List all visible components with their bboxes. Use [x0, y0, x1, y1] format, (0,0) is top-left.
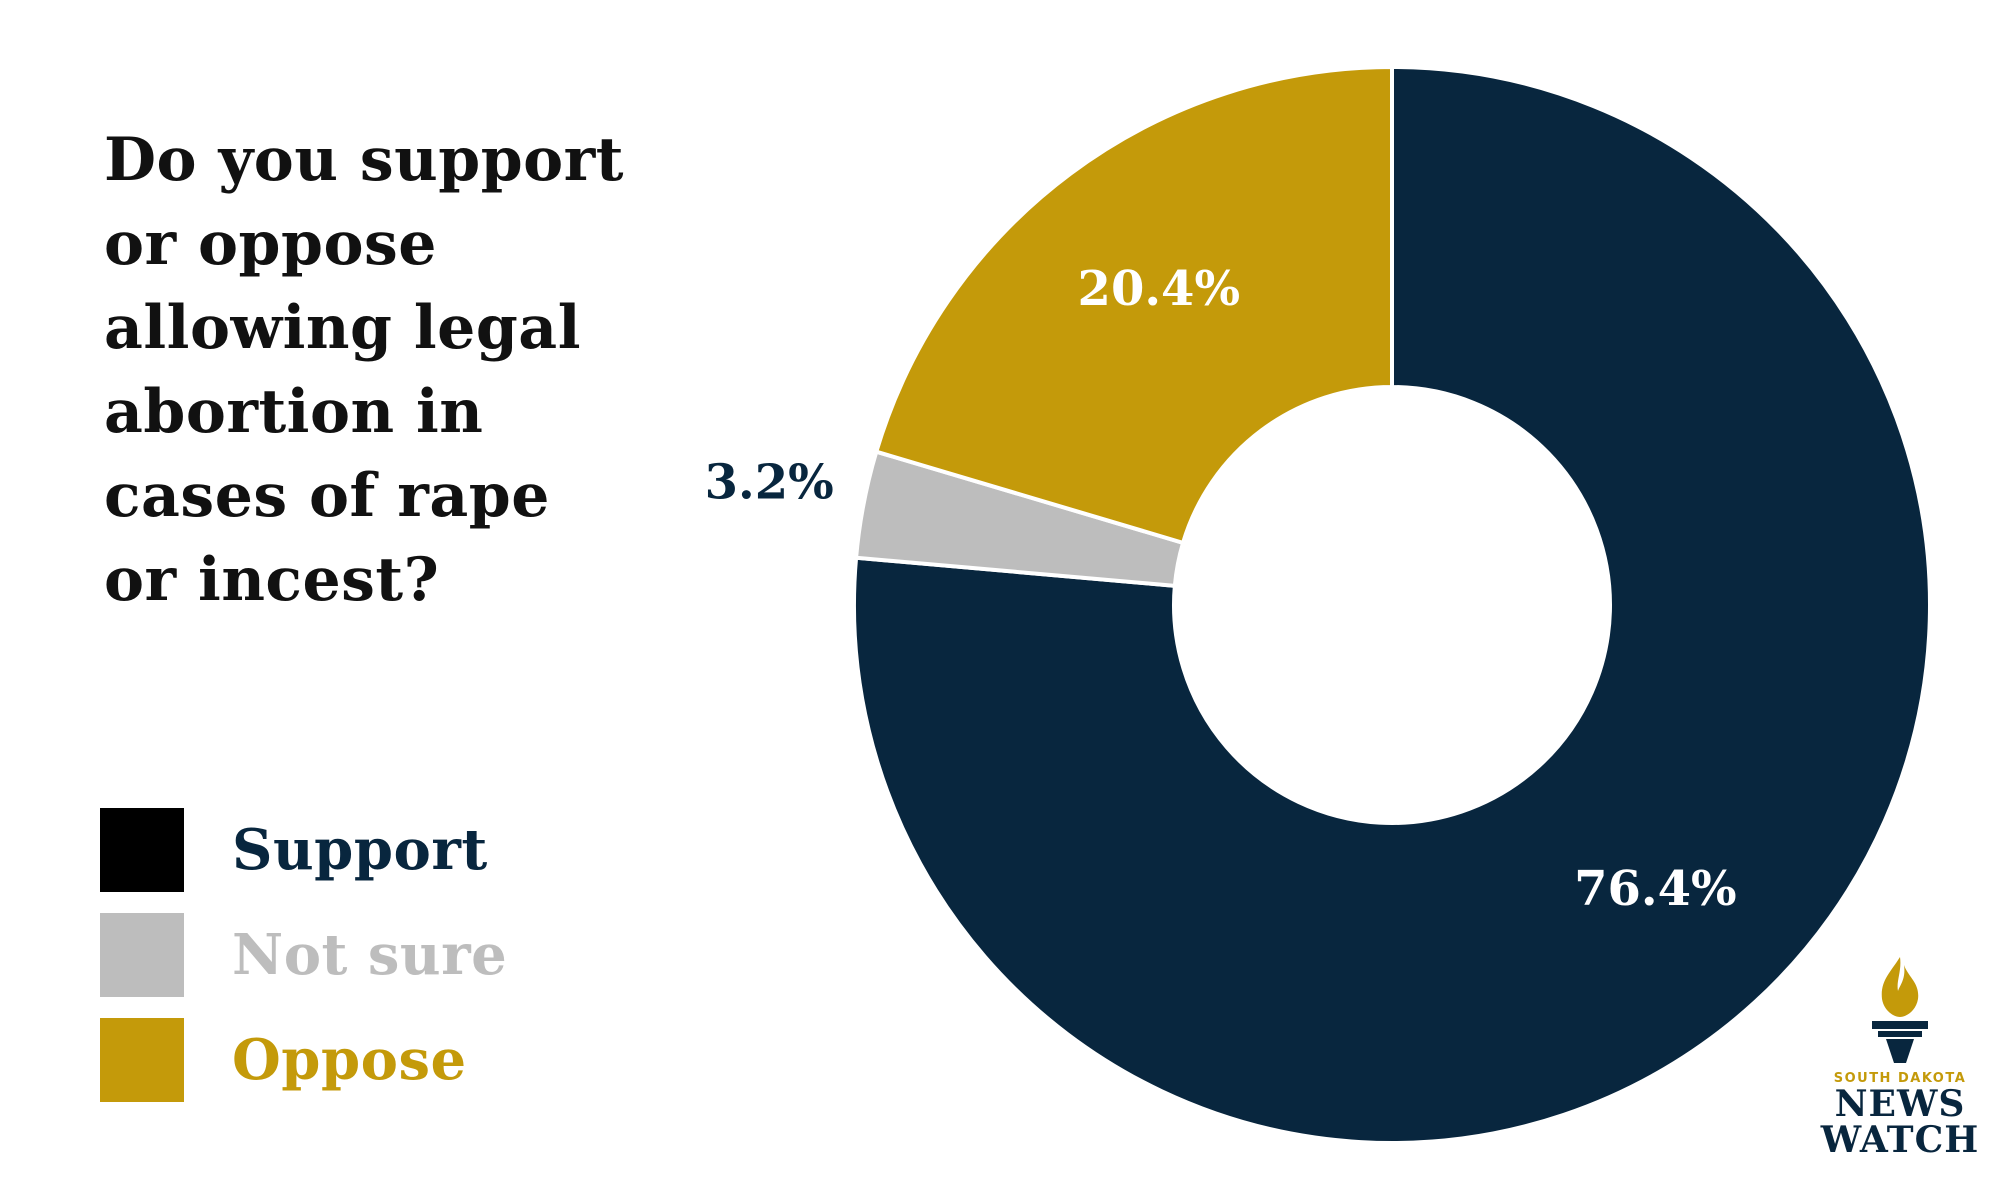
slice-oppose — [873, 64, 1394, 546]
legend-item-not-sure: Not sure — [100, 913, 507, 997]
data-label-not-sure: 3.2% — [705, 455, 834, 511]
title-line: cases of rape — [104, 461, 550, 531]
logo-line-news: NEWS — [1834, 1083, 1966, 1125]
logo-kicker: SOUTH DAKOTA — [1833, 1071, 1967, 1086]
torch-icon — [1872, 957, 1928, 1063]
legend-label-support: Support — [232, 817, 488, 883]
title-line: abortion in — [104, 377, 484, 447]
data-label-oppose: 20.4% — [1078, 261, 1241, 317]
slice-support — [852, 64, 1932, 1145]
legend-swatch-not-sure — [100, 913, 184, 997]
legend-item-support: Support — [100, 808, 507, 892]
logo-line-watch: WATCH — [1820, 1119, 1980, 1161]
data-label-support: 76.4% — [1574, 861, 1737, 917]
title-line: Do you support — [104, 125, 624, 195]
legend-item-oppose: Oppose — [100, 1018, 507, 1102]
legend-swatch-support — [100, 808, 184, 892]
legend-label-oppose: Oppose — [232, 1027, 467, 1093]
chart-legend: Support Not sure Oppose — [100, 808, 507, 1123]
chart-title: Do you support or oppose allowing legal … — [104, 118, 624, 622]
legend-label-not-sure: Not sure — [232, 922, 508, 988]
title-line: allowing legal — [104, 293, 581, 363]
legend-swatch-oppose — [100, 1018, 184, 1102]
news-watch-logo: SOUTH DAKOTA NEWS WATCH — [1820, 955, 1980, 1158]
title-line: or incest? — [104, 545, 440, 615]
title-line: or oppose — [104, 209, 437, 279]
